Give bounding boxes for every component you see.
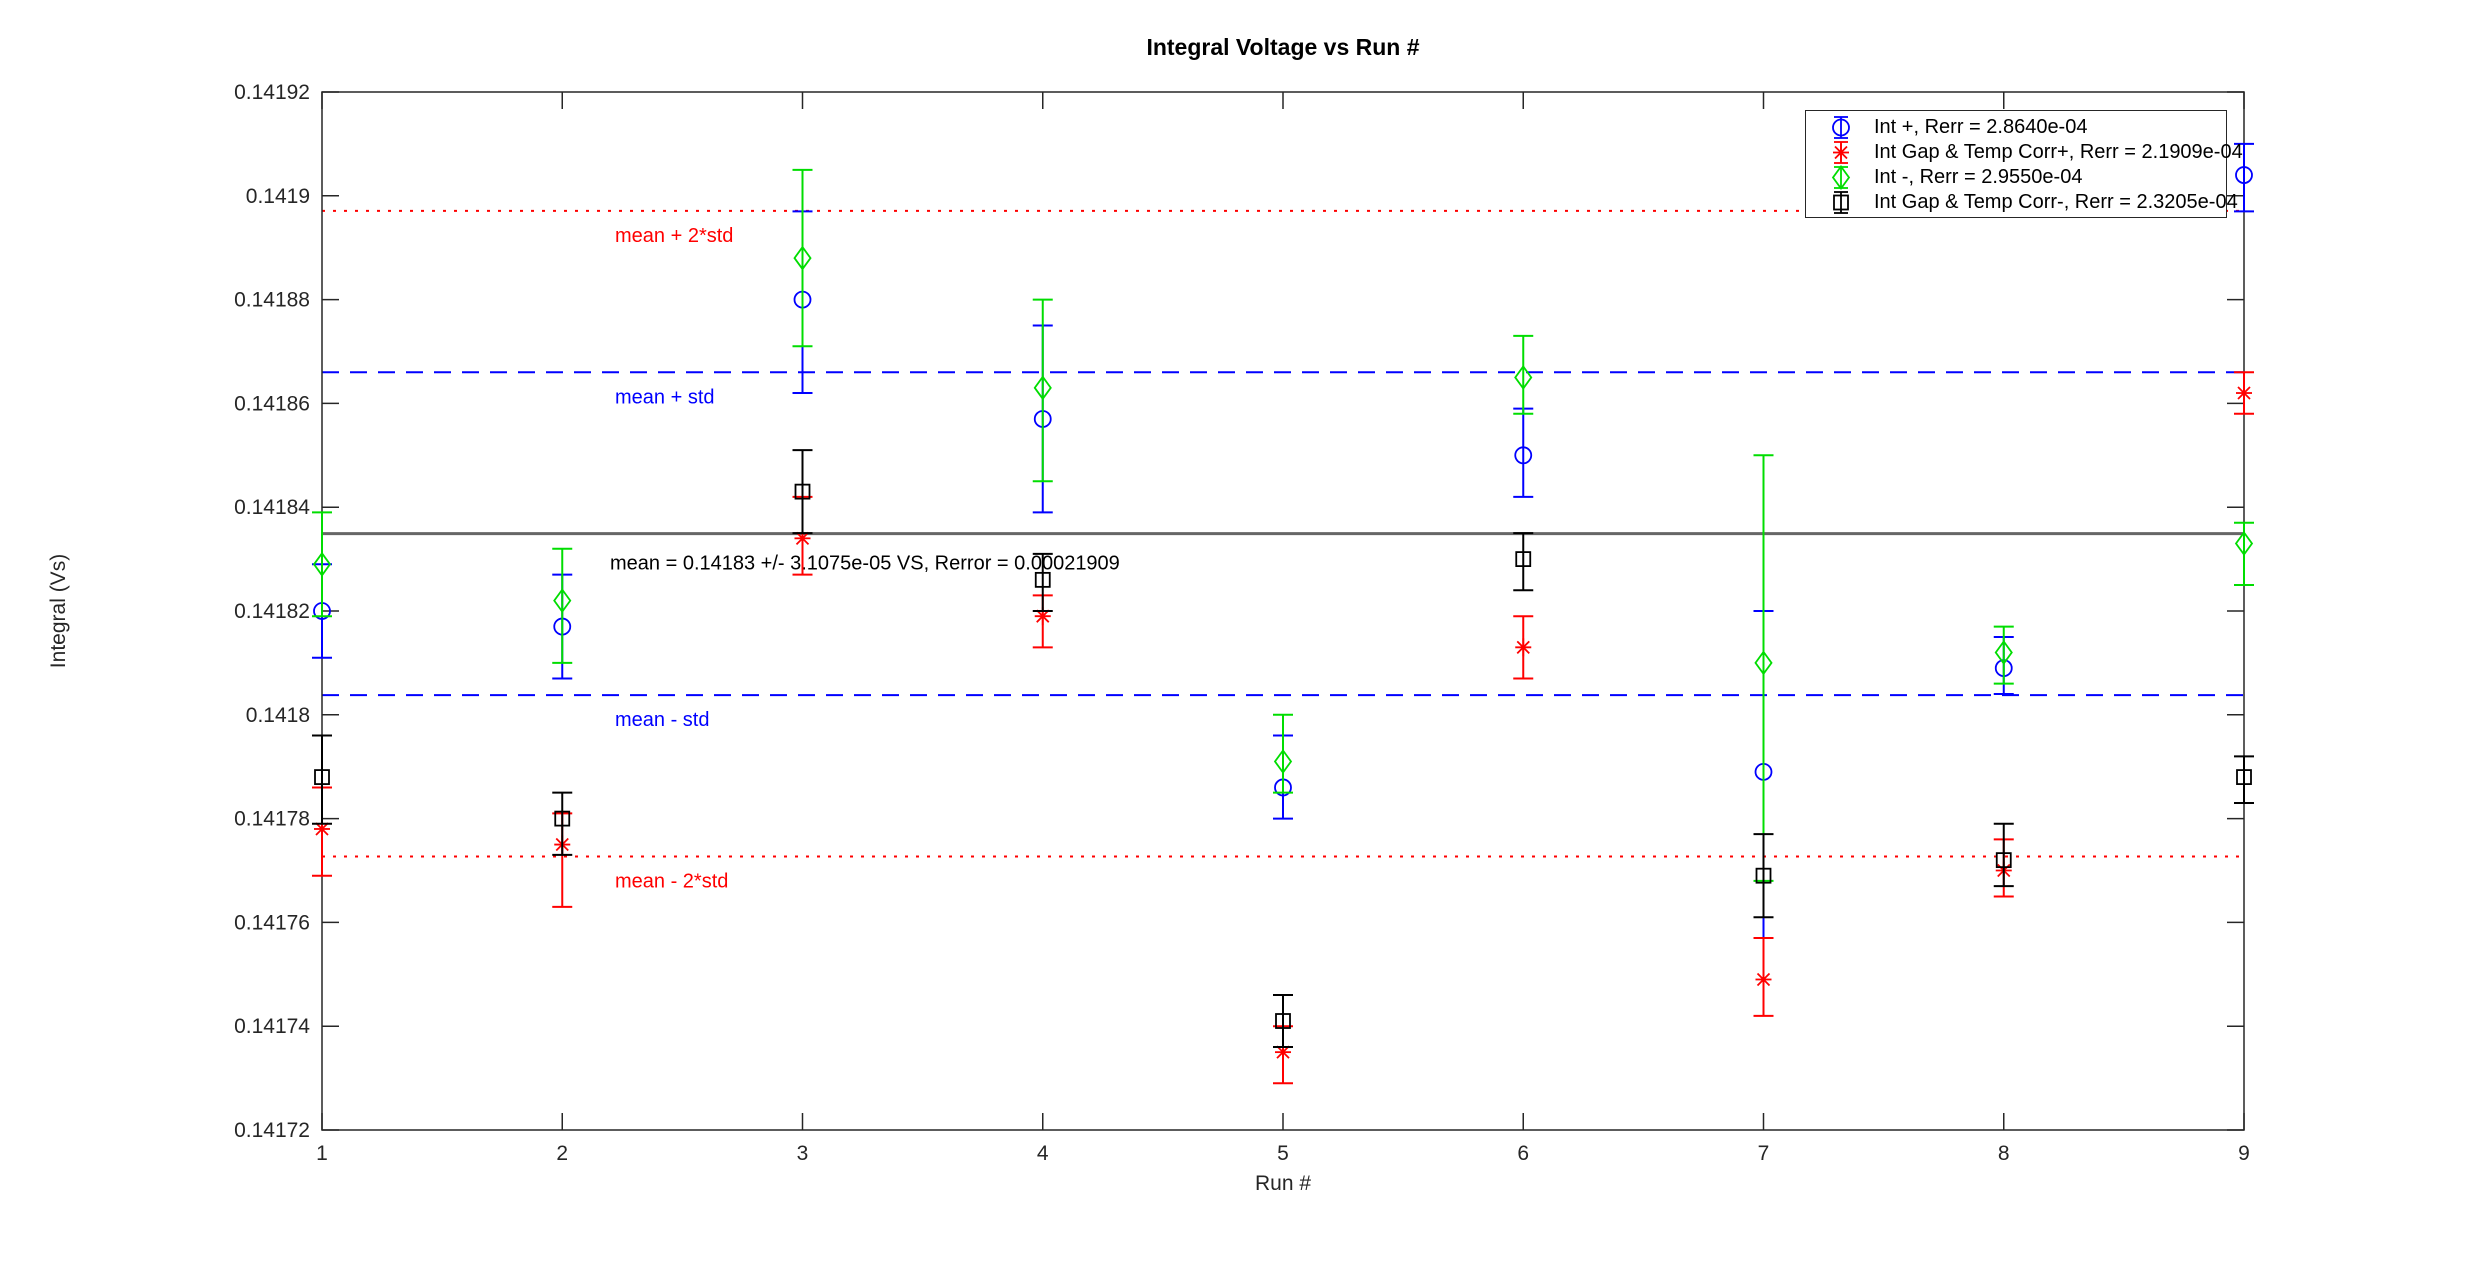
errorbar-square-icon [1833, 191, 1849, 214]
svg-text:mean = 0.14183 +/- 3.1075e-05: mean = 0.14183 +/- 3.1075e-05 VS, Rerror… [610, 553, 1120, 575]
errorbar-diamond-icon [1831, 165, 1851, 190]
svg-text:8: 8 [1998, 1142, 2010, 1165]
svg-text:5: 5 [1277, 1142, 1289, 1165]
legend-entry-corr-minus: Int Gap & Temp Corr-, Rerr = 2.3205e-04 [1818, 190, 2238, 215]
svg-text:0.14178: 0.14178 [234, 808, 310, 831]
svg-text:9: 9 [2238, 1142, 2250, 1165]
svg-text:mean - std: mean - std [615, 709, 709, 731]
svg-text:mean + 2*std: mean + 2*std [615, 225, 733, 247]
svg-text:0.14188: 0.14188 [234, 289, 310, 312]
svg-text:0.14186: 0.14186 [234, 392, 310, 415]
svg-text:7: 7 [1758, 1142, 1770, 1165]
legend-entry-label: Int +, Rerr = 2.8640e-04 [1874, 116, 2088, 138]
svg-text:0.14176: 0.14176 [234, 911, 310, 934]
legend-box: Int +, Rerr = 2.8640e-04 Int Gap & Temp … [1805, 110, 2243, 218]
legend-entry-int-minus: Int -, Rerr = 2.9550e-04 [1818, 165, 2226, 190]
series-square [312, 449, 2254, 1048]
legend-entry-label: Int Gap & Temp Corr+, Rerr = 2.1909e-04 [1874, 141, 2243, 163]
svg-text:0.14172: 0.14172 [234, 1119, 310, 1142]
svg-text:2: 2 [556, 1142, 568, 1165]
x-axis-label: Run # [1254, 1172, 1312, 1195]
svg-text:mean + std: mean + std [615, 386, 715, 408]
legend-entry-label: Int Gap & Temp Corr-, Rerr = 2.3205e-04 [1874, 191, 2238, 213]
legend-entry-int-plus: Int +, Rerr = 2.8640e-04 [1818, 115, 2226, 140]
svg-text:3: 3 [797, 1142, 809, 1165]
svg-text:0.14174: 0.14174 [234, 1015, 310, 1038]
legend-entry-label: Int -, Rerr = 2.9550e-04 [1874, 166, 2083, 188]
svg-text:0.14192: 0.14192 [234, 81, 310, 104]
svg-text:6: 6 [1517, 1142, 1529, 1165]
svg-text:1: 1 [316, 1142, 328, 1165]
series-diamond [312, 168, 2254, 882]
svg-text:0.1419: 0.1419 [246, 185, 310, 208]
chart-title: Integral Voltage vs Run # [1146, 34, 1420, 60]
legend-entry-corr-plus: Int Gap & Temp Corr+, Rerr = 2.1909e-04 [1818, 140, 2243, 165]
errorbar-circle-icon [1832, 116, 1850, 139]
svg-text:0.14184: 0.14184 [234, 496, 310, 519]
svg-text:mean - 2*std: mean - 2*std [615, 870, 728, 892]
series-circle [312, 142, 2254, 939]
svg-text:0.1418: 0.1418 [246, 704, 310, 727]
svg-text:0.14182: 0.14182 [234, 600, 310, 623]
errorbar-asterisk-icon [1833, 141, 1849, 164]
y-axis-label: Integral (Vs) [47, 553, 70, 669]
svg-text:4: 4 [1037, 1142, 1049, 1165]
